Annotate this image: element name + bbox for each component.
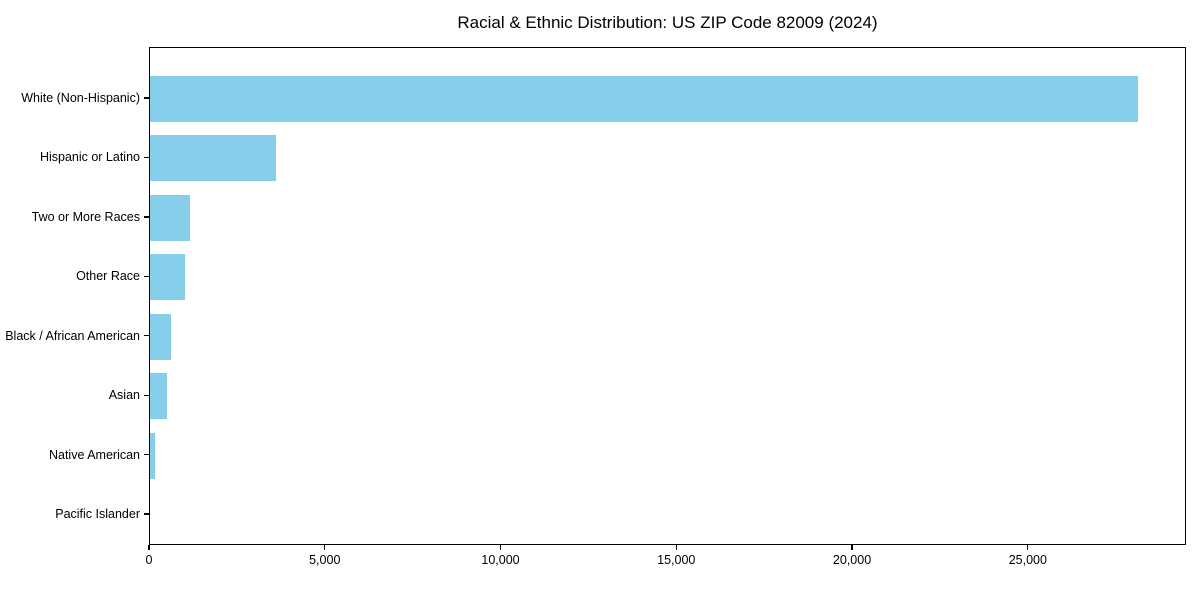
x-tick xyxy=(851,545,853,550)
x-tick xyxy=(1027,545,1029,550)
x-tick xyxy=(324,545,326,550)
y-tick xyxy=(144,216,149,218)
y-tick-label-native-american: Native American xyxy=(48,447,140,462)
bar-asian xyxy=(150,373,167,420)
y-tick-label-pacific-islander: Pacific Islander xyxy=(55,507,140,521)
y-tick xyxy=(144,156,149,159)
x-tick-label-25-000: 25,000 xyxy=(1008,553,1047,567)
y-tick-label-two-or-more-races: Two or More Races xyxy=(31,209,140,224)
x-tick-label-10-000: 10,000 xyxy=(481,553,520,567)
y-tick xyxy=(144,335,149,337)
y-tick-label-white-non-hispanic: White (Non-Hispanic) xyxy=(21,91,140,105)
y-tick xyxy=(144,97,149,99)
y-tick-label-asian: Asian xyxy=(108,388,140,403)
bar-white-non-hispanic xyxy=(150,76,1138,122)
x-tick-label-0: 0 xyxy=(145,553,153,567)
x-tick-label-5-000: 5,000 xyxy=(309,553,341,567)
bar-black-african-american xyxy=(150,313,172,360)
x-tick xyxy=(499,545,502,550)
x-tick xyxy=(675,545,677,550)
bar-other-race xyxy=(150,254,186,301)
y-tick-label-black-african-american: Black / African American xyxy=(5,328,140,343)
y-tick xyxy=(144,394,149,396)
bar-two-or-more-races xyxy=(150,194,191,241)
plot-area xyxy=(149,47,1186,545)
y-tick-label-hispanic-or-latino: Hispanic or Latino xyxy=(39,150,140,165)
y-tick xyxy=(144,275,149,277)
bar-hispanic-or-latino xyxy=(150,135,276,182)
chart-title: Racial & Ethnic Distribution: US ZIP Cod… xyxy=(457,13,878,32)
x-tick xyxy=(148,545,150,550)
x-tick-label-15-000: 15,000 xyxy=(657,553,696,567)
x-tick-label-20-000: 20,000 xyxy=(832,553,872,567)
y-tick xyxy=(144,453,149,456)
bar-native-american xyxy=(150,432,155,479)
y-tick-label-other-race: Other Race xyxy=(76,269,140,284)
y-tick xyxy=(144,513,149,515)
